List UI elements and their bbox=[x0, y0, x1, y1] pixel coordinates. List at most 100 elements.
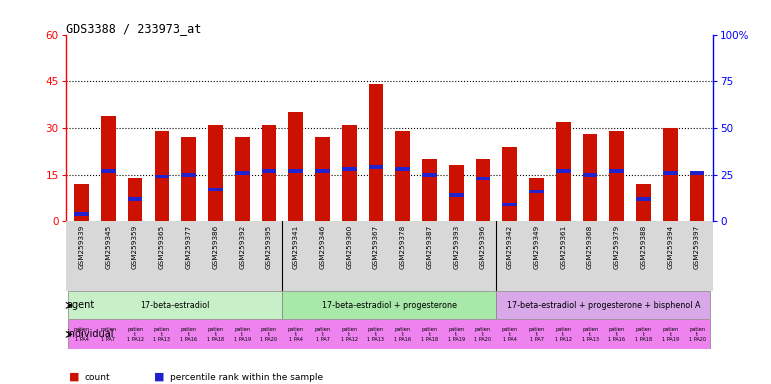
Text: GSM259377: GSM259377 bbox=[186, 225, 192, 269]
Bar bbox=[556, 122, 571, 221]
Bar bbox=[423, 173, 437, 177]
Text: patien
t
1 PA4: patien t 1 PA4 bbox=[73, 326, 89, 342]
Bar bbox=[476, 159, 490, 221]
Text: GSM259378: GSM259378 bbox=[399, 225, 406, 269]
Text: GSM259387: GSM259387 bbox=[426, 225, 433, 269]
Text: patien
t
1 PA16: patien t 1 PA16 bbox=[180, 326, 197, 342]
Text: patien
t
1 PA18: patien t 1 PA18 bbox=[421, 326, 438, 342]
Bar bbox=[101, 169, 116, 173]
Text: patien
t
1 PA4: patien t 1 PA4 bbox=[288, 326, 304, 342]
Text: percentile rank within the sample: percentile rank within the sample bbox=[170, 373, 323, 382]
Bar bbox=[288, 113, 303, 221]
Bar bbox=[288, 169, 303, 173]
Text: GSM259361: GSM259361 bbox=[561, 225, 567, 269]
Text: GSM259393: GSM259393 bbox=[453, 225, 460, 269]
Text: GSM259379: GSM259379 bbox=[614, 225, 620, 269]
Text: GSM259386: GSM259386 bbox=[212, 225, 218, 269]
Bar bbox=[609, 169, 625, 173]
Text: patien
t
1 PA16: patien t 1 PA16 bbox=[608, 326, 625, 342]
Text: patien
t
1 PA13: patien t 1 PA13 bbox=[153, 326, 170, 342]
Bar bbox=[342, 167, 356, 171]
Text: patien
t
1 PA4: patien t 1 PA4 bbox=[502, 326, 518, 342]
Text: GSM259349: GSM259349 bbox=[534, 225, 540, 269]
Text: patien
t
1 PA7: patien t 1 PA7 bbox=[315, 326, 331, 342]
Text: agent: agent bbox=[66, 300, 94, 310]
Bar bbox=[583, 134, 598, 221]
Bar bbox=[636, 184, 651, 221]
Bar bbox=[128, 178, 143, 221]
Bar bbox=[663, 128, 678, 221]
Bar bbox=[208, 125, 223, 221]
Text: GDS3388 / 233973_at: GDS3388 / 233973_at bbox=[66, 22, 201, 35]
Bar bbox=[261, 125, 276, 221]
Text: GSM259339: GSM259339 bbox=[79, 225, 85, 269]
Text: 17-beta-estradiol + progesterone: 17-beta-estradiol + progesterone bbox=[322, 301, 457, 310]
Text: patien
t
1 PA18: patien t 1 PA18 bbox=[635, 326, 652, 342]
Bar bbox=[529, 178, 544, 221]
Text: patien
t
1 PA13: patien t 1 PA13 bbox=[581, 326, 598, 342]
Text: ■: ■ bbox=[154, 372, 165, 382]
Bar bbox=[154, 131, 170, 221]
Text: patien
t
1 PA16: patien t 1 PA16 bbox=[394, 326, 411, 342]
Bar bbox=[690, 171, 705, 175]
Bar bbox=[449, 193, 463, 197]
Bar bbox=[101, 116, 116, 221]
Bar bbox=[497, 291, 711, 319]
Text: patien
t
1 PA12: patien t 1 PA12 bbox=[555, 326, 572, 342]
Bar bbox=[583, 173, 598, 177]
Text: patien
t
1 PA12: patien t 1 PA12 bbox=[341, 326, 358, 342]
Text: GSM259367: GSM259367 bbox=[373, 225, 379, 269]
Bar bbox=[154, 175, 170, 179]
Bar bbox=[369, 166, 383, 169]
Bar bbox=[476, 177, 490, 180]
Bar bbox=[235, 171, 250, 175]
Bar bbox=[529, 190, 544, 193]
Text: ■: ■ bbox=[69, 372, 80, 382]
Text: patien
t
1 PA19: patien t 1 PA19 bbox=[448, 326, 465, 342]
Bar bbox=[128, 197, 143, 201]
Text: GSM259396: GSM259396 bbox=[480, 225, 486, 269]
Text: patien
t
1 PA7: patien t 1 PA7 bbox=[528, 326, 544, 342]
Text: GSM259397: GSM259397 bbox=[694, 225, 700, 269]
Text: patien
t
1 PA20: patien t 1 PA20 bbox=[474, 326, 492, 342]
Text: count: count bbox=[85, 373, 110, 382]
Text: patien
t
1 PA20: patien t 1 PA20 bbox=[689, 326, 705, 342]
Text: patien
t
1 PA7: patien t 1 PA7 bbox=[100, 326, 116, 342]
Bar bbox=[396, 167, 410, 171]
Text: GSM259341: GSM259341 bbox=[293, 225, 298, 269]
Text: GSM259346: GSM259346 bbox=[319, 225, 325, 269]
Bar bbox=[74, 184, 89, 221]
Bar bbox=[556, 169, 571, 173]
Text: GSM259345: GSM259345 bbox=[106, 225, 111, 269]
Text: GSM259388: GSM259388 bbox=[641, 225, 647, 269]
Text: patien
t
1 PA18: patien t 1 PA18 bbox=[207, 326, 224, 342]
Text: 17-beta-estradiol + progesterone + bisphenol A: 17-beta-estradiol + progesterone + bisph… bbox=[507, 301, 700, 310]
Bar bbox=[609, 131, 625, 221]
Bar bbox=[282, 291, 497, 319]
Text: patien
t
1 PA19: patien t 1 PA19 bbox=[234, 326, 251, 342]
Bar bbox=[449, 166, 463, 221]
Bar bbox=[342, 125, 356, 221]
Text: GSM259365: GSM259365 bbox=[159, 225, 165, 269]
Text: individual: individual bbox=[66, 329, 113, 339]
Text: GSM259392: GSM259392 bbox=[239, 225, 245, 269]
Text: patien
t
1 PA20: patien t 1 PA20 bbox=[261, 326, 278, 342]
Bar bbox=[663, 171, 678, 175]
Bar bbox=[690, 172, 705, 221]
Text: GSM259368: GSM259368 bbox=[587, 225, 593, 269]
Bar bbox=[235, 137, 250, 221]
Bar bbox=[636, 197, 651, 201]
Text: patien
t
1 PA19: patien t 1 PA19 bbox=[662, 326, 679, 342]
Bar bbox=[503, 147, 517, 221]
Bar bbox=[208, 188, 223, 192]
Bar bbox=[315, 137, 330, 221]
Text: 17-beta-estradiol: 17-beta-estradiol bbox=[140, 301, 210, 310]
Bar bbox=[315, 169, 330, 173]
Text: GSM259394: GSM259394 bbox=[668, 225, 673, 269]
Text: GSM259395: GSM259395 bbox=[266, 225, 272, 269]
Text: GSM259360: GSM259360 bbox=[346, 225, 352, 269]
Text: patien
t
1 PA13: patien t 1 PA13 bbox=[368, 326, 385, 342]
Bar bbox=[181, 137, 196, 221]
Bar bbox=[423, 159, 437, 221]
Bar bbox=[74, 212, 89, 216]
